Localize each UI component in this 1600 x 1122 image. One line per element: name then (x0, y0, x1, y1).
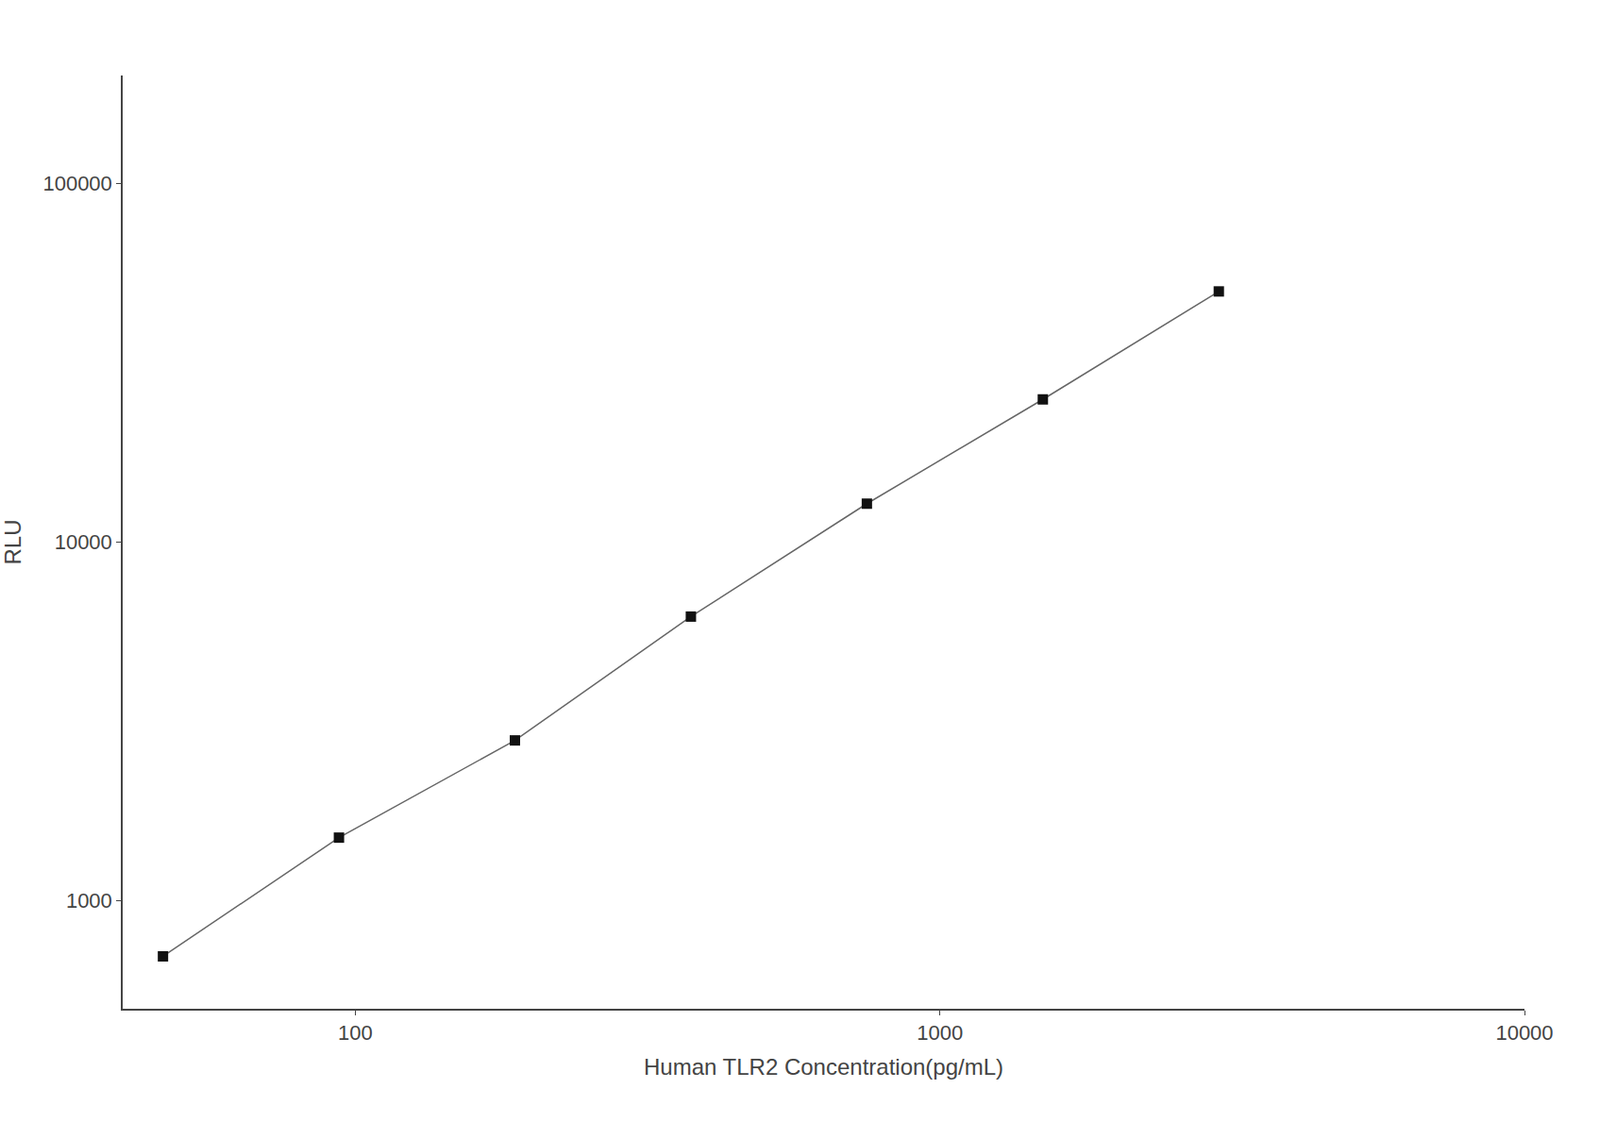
svg-text:100: 100 (337, 1021, 373, 1045)
svg-text:RLU: RLU (0, 519, 26, 565)
svg-text:1000: 1000 (66, 889, 113, 913)
svg-text:100000: 100000 (42, 171, 112, 196)
svg-text:10000: 10000 (1495, 1021, 1553, 1045)
svg-text:1000: 1000 (916, 1021, 963, 1045)
svg-text:Human TLR2 Concentration(pg/mL: Human TLR2 Concentration(pg/mL) (643, 1054, 1004, 1080)
svg-text:10000: 10000 (54, 530, 113, 555)
